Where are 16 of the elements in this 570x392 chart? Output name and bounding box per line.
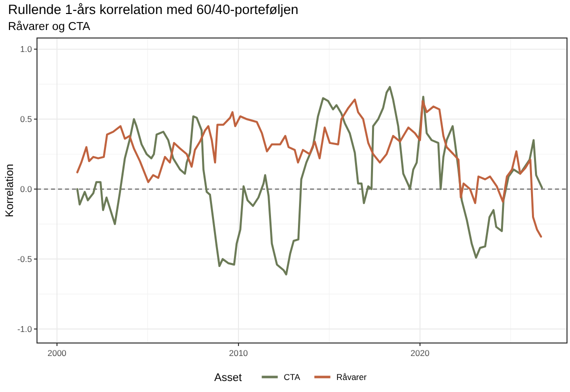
x-tick-label: 2000 xyxy=(48,348,67,358)
y-tick-label: 0.0 xyxy=(20,184,32,194)
line-series xyxy=(76,98,542,238)
y-tick-label: 0.5 xyxy=(20,114,32,124)
y-tick-label: -1.0 xyxy=(17,324,32,334)
line-series xyxy=(76,86,543,276)
y-tick-label: -0.5 xyxy=(17,254,32,264)
y-tick-label: 1.0 xyxy=(20,44,32,54)
chart-subtitle: Råvarer og CTA xyxy=(8,20,91,33)
x-tick-label: 2020 xyxy=(410,348,430,358)
chart-title: Rullende 1-års korrelation med 60/40-porteføljen xyxy=(8,2,298,17)
y-axis-title: Korrelation xyxy=(4,164,16,218)
legend-label: CTA xyxy=(284,372,300,382)
legend-title: Asset xyxy=(214,372,242,384)
x-tick-label: 2010 xyxy=(229,348,248,358)
legend-label: Råvarer xyxy=(336,372,367,382)
